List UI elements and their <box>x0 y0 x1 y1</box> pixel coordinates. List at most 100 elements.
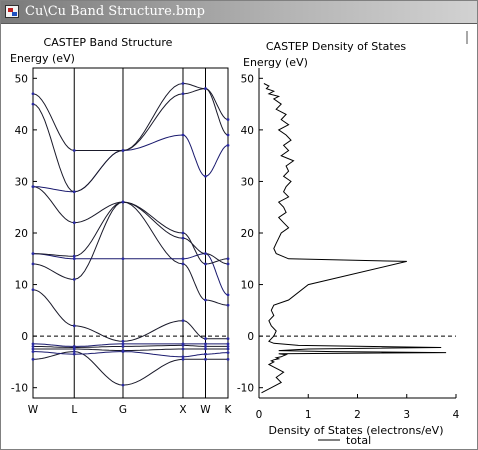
band-point <box>181 231 185 235</box>
dos-total-line <box>261 83 447 394</box>
band-point <box>31 350 35 353</box>
band-point <box>226 303 230 307</box>
band-point <box>181 236 185 240</box>
dos-x-tick-label: 3 <box>403 409 410 421</box>
band-point <box>181 262 185 266</box>
band-point <box>226 342 230 346</box>
band-point <box>181 92 185 96</box>
dos-x-tick-label: 0 <box>256 409 263 421</box>
band-point <box>31 347 35 351</box>
dos-x-tick-label: 1 <box>305 409 312 421</box>
band-point <box>204 342 207 346</box>
band-line <box>33 348 228 352</box>
kpoint-label: W <box>200 404 211 416</box>
band-line <box>32 344 228 348</box>
dos-y-tick-label: 10 <box>241 280 254 292</box>
dos-y-tick-label: 30 <box>241 176 254 188</box>
band-line <box>33 351 228 358</box>
band-y-tick-label: 50 <box>15 73 28 85</box>
band-point <box>204 357 207 361</box>
kpoint-label: K <box>225 404 233 416</box>
kpoint-label: W <box>28 404 39 416</box>
band-line <box>32 186 228 265</box>
band-y-tick-label: 0 <box>21 331 28 343</box>
dos-legend-label: total <box>346 434 371 447</box>
band-point <box>181 347 185 351</box>
band-line <box>32 201 229 265</box>
band-line <box>32 88 229 193</box>
band-point <box>204 298 207 302</box>
band-point <box>181 319 185 323</box>
band-line <box>32 351 228 386</box>
band-point <box>72 149 76 152</box>
band-point <box>72 350 76 353</box>
band-line <box>32 201 229 306</box>
dos-y-tick-label: 0 <box>247 331 254 343</box>
band-point <box>31 342 35 346</box>
band-point <box>226 262 230 266</box>
band-point <box>121 339 125 343</box>
band-point <box>181 355 185 359</box>
band-point <box>72 221 76 225</box>
band-point <box>226 118 230 121</box>
band-point <box>204 337 207 341</box>
band-point <box>204 345 207 348</box>
band-point <box>72 352 76 356</box>
band-point <box>226 351 230 355</box>
band-point <box>121 149 125 152</box>
scrollbar-thumb[interactable] <box>466 31 468 44</box>
band-point <box>121 345 125 348</box>
band-point <box>72 257 76 261</box>
kpoint-label: X <box>179 404 186 416</box>
band-point <box>226 337 230 341</box>
band-point <box>121 342 125 346</box>
window-title: Cu\Cu Band Structure.bmp <box>25 4 205 19</box>
band-point <box>31 185 35 188</box>
band-y-tick-label: 40 <box>15 125 28 137</box>
band-point <box>31 92 35 96</box>
band-y-tick-label: 10 <box>15 280 28 292</box>
band-y-axis-label: Energy (eV) <box>10 52 75 65</box>
band-point <box>226 257 230 261</box>
band-structure-chart: CASTEP Band Structure Energy (eV) -10 0 10… <box>10 36 233 416</box>
band-y-tick-label: 20 <box>15 228 28 240</box>
dos-y-tick-label: 20 <box>241 228 254 240</box>
bitmap-file-icon <box>5 5 19 18</box>
band-point <box>226 345 230 348</box>
band-point <box>121 200 125 204</box>
band-point <box>31 262 35 266</box>
band-point <box>31 345 35 348</box>
band-point <box>181 257 185 261</box>
band-y-tick-label: 30 <box>15 176 28 188</box>
dos-y-tick-label: -10 <box>237 383 254 395</box>
band-point <box>226 347 230 351</box>
band-line <box>33 343 228 347</box>
dos-x-tick-label: 2 <box>354 409 361 421</box>
band-point <box>31 102 35 106</box>
band-point <box>72 254 76 258</box>
dos-y-tick-label: 40 <box>241 125 254 137</box>
band-point <box>31 288 35 292</box>
band-point <box>181 357 185 361</box>
band-point <box>121 349 125 352</box>
dos-x-axis-label: Density of States (electrons/eV) <box>268 424 443 437</box>
band-point <box>181 133 185 137</box>
band-point <box>72 345 76 348</box>
band-line <box>32 83 229 151</box>
dos-y-axis-label: Energy (eV) <box>243 56 308 69</box>
band-point <box>226 143 230 147</box>
band-y-tick-label: -10 <box>11 383 28 395</box>
band-point <box>204 352 207 356</box>
band-point <box>226 293 230 297</box>
kpoint-label: G <box>119 404 127 416</box>
band-point <box>204 87 207 91</box>
band-point <box>204 252 207 256</box>
band-point <box>226 357 230 361</box>
band-point <box>121 257 125 261</box>
title-bar[interactable]: Cu\Cu Band Structure.bmp <box>1 1 477 24</box>
band-point <box>226 133 230 137</box>
band-point <box>181 82 185 85</box>
band-point <box>31 357 35 361</box>
